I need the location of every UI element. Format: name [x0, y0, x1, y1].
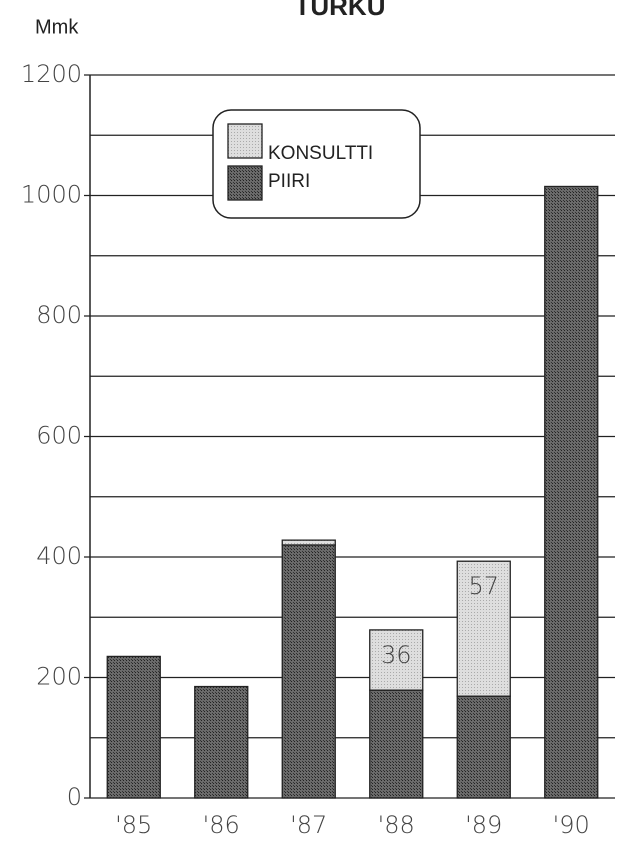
bar-segment	[369, 689, 424, 799]
legend-swatch	[227, 165, 263, 201]
x-tick-label: '88	[378, 811, 415, 839]
bar-segment	[281, 544, 336, 799]
bar-segment	[369, 629, 424, 691]
y-axis-label: Mmk	[35, 16, 79, 38]
bar-segment	[544, 185, 599, 799]
y-tick-label: 200	[36, 663, 82, 691]
y-tick-label: 600	[36, 422, 82, 450]
bar-annotation: 36	[381, 641, 412, 669]
legend: KONSULTTI PIIRI	[212, 109, 421, 219]
legend-label: PIIRI	[268, 171, 310, 192]
legend-swatch	[227, 123, 263, 159]
x-tick-label: '86	[203, 811, 240, 839]
legend-label: KONSULTTI	[268, 143, 373, 164]
x-tick-label: '89	[465, 811, 502, 839]
y-tick-label: 1200	[21, 60, 82, 88]
bar-segment	[456, 695, 511, 799]
y-tick-label: 800	[36, 301, 82, 329]
bar-segment	[281, 539, 336, 546]
bar-annotation: 57	[468, 572, 499, 600]
bar-segment	[106, 655, 161, 799]
y-tick-label: 400	[36, 542, 82, 570]
y-tick-label: 1000	[21, 181, 82, 209]
x-tick-label: '87	[290, 811, 327, 839]
legend-box	[212, 109, 421, 219]
bar-segment	[194, 685, 249, 799]
y-tick-label: 0	[67, 783, 82, 811]
chart-title: TURKU	[295, 0, 386, 21]
x-tick-label: '85	[115, 811, 152, 839]
bar-segment	[456, 560, 511, 697]
x-tick-label: '90	[553, 811, 590, 839]
